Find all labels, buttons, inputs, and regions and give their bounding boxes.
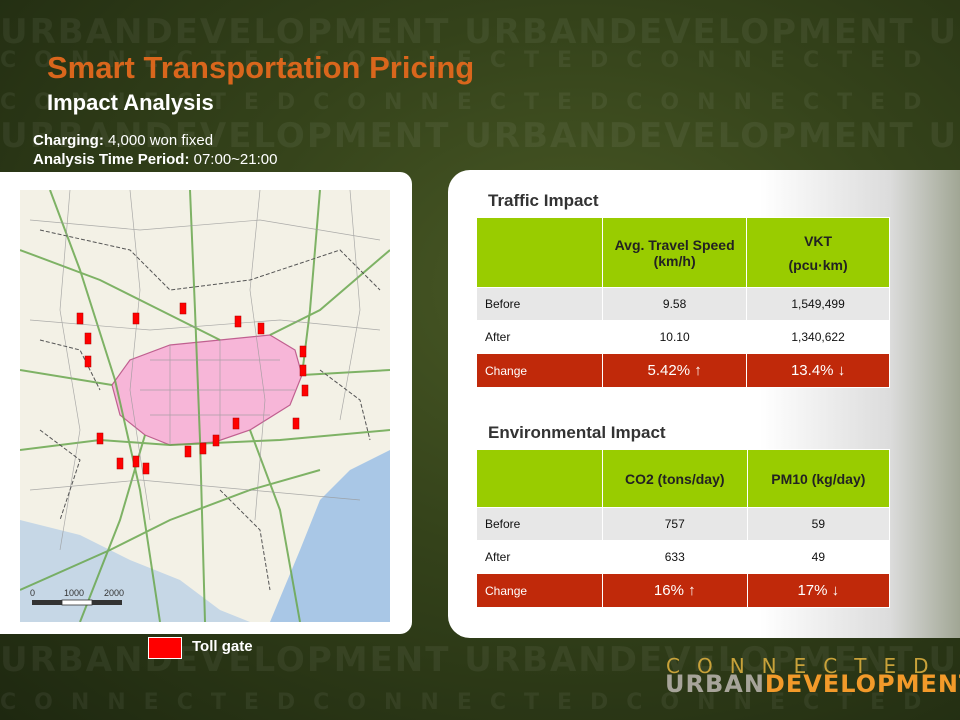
- row-label: After: [476, 540, 603, 574]
- charging-value: 4,000 won fixed: [103, 132, 214, 149]
- map-panel: 0 1000 2000: [0, 172, 412, 634]
- period-label: Analysis Time Period:: [33, 151, 190, 168]
- table-row: Before 757 59: [476, 507, 891, 541]
- row-label: Before: [475, 287, 604, 321]
- traffic-impact-title: Traffic Impact: [488, 191, 599, 210]
- environmental-impact-table: CO2 (tons/day) PM10 (kg/day) Before 757 …: [476, 449, 891, 608]
- traffic-impact-table: Avg. Travel Speed (km/h) VKT (pcu·km) Be…: [475, 217, 890, 388]
- logo-connected: CONNECTED: [666, 654, 946, 678]
- table-header: PM10 (kg/day): [746, 449, 891, 508]
- row-label: Change: [476, 573, 603, 608]
- table-header-blank: [475, 217, 604, 288]
- arrow-up-icon: ↑: [688, 582, 696, 599]
- table-row: After 10.10 1,340,622: [475, 320, 890, 354]
- vkt-header: VKT: [804, 232, 833, 249]
- change-value: 13.4%: [790, 362, 834, 379]
- logo-development: DEVELOPMENT: [764, 670, 960, 698]
- toll-gate-legend-swatch: [148, 637, 182, 659]
- table-cell: 59: [746, 507, 891, 541]
- charging-label: Charging:: [33, 132, 104, 149]
- table-cell: 10.10: [602, 320, 748, 354]
- table-cell: 5.42% ↑: [602, 353, 748, 388]
- toll-gate-legend-label: Toll gate: [192, 638, 253, 655]
- arrow-down-icon: ↓: [837, 362, 846, 379]
- scale-label: 2000: [104, 588, 124, 598]
- page-title: Smart Transportation Pricing: [47, 50, 475, 85]
- table-row: After 633 49: [476, 540, 891, 574]
- page-subtitle: Impact Analysis: [47, 90, 214, 115]
- arrow-down-icon: ↓: [831, 582, 840, 599]
- table-cell: 17% ↓: [746, 573, 891, 608]
- table-header: VKT (pcu·km): [746, 217, 890, 288]
- change-value: 5.42%: [647, 362, 691, 379]
- table-cell: 9.58: [602, 287, 748, 321]
- charging-info: Charging: 4,000 won fixed: [33, 132, 213, 149]
- table-cell: 757: [601, 507, 748, 541]
- scale-bar: 0 1000 2000: [30, 588, 124, 606]
- row-label: Before: [476, 507, 603, 541]
- table-cell: 49: [746, 540, 891, 574]
- speed-header: Avg. Travel Speed (km/h): [614, 236, 735, 269]
- background-watermark: URBANDEVELOPMENT URBANDEVELOPMENT URBAND…: [0, 12, 960, 52]
- pm10-header: PM10 (kg/day): [771, 470, 866, 487]
- period-info: Analysis Time Period: 07:00~21:00: [33, 151, 277, 168]
- arrow-up-icon: ↑: [694, 362, 702, 379]
- toll-gates: [76, 302, 309, 475]
- logo-urban: URBAN: [665, 670, 765, 698]
- change-value: 17%: [797, 582, 828, 599]
- vkt-unit: (pcu·km): [788, 256, 848, 273]
- logo-urban-development: URBANDEVELOPMENT: [665, 670, 960, 698]
- table-header-blank: [476, 449, 603, 508]
- table-cell: 13.4% ↓: [746, 353, 890, 388]
- co2-header: CO2 (tons/day): [624, 470, 725, 487]
- scale-label: 0: [30, 588, 35, 598]
- change-value: 16%: [653, 582, 684, 599]
- table-header: Avg. Travel Speed (km/h): [602, 217, 748, 288]
- table-cell: 1,340,622: [746, 320, 890, 354]
- table-cell: 633: [601, 540, 748, 574]
- table-cell: 1,549,499: [746, 287, 890, 321]
- change-row: Change 5.42% ↑ 13.4% ↓: [475, 353, 890, 388]
- table-header: CO2 (tons/day): [601, 449, 748, 508]
- table-cell: 16% ↑: [601, 573, 748, 608]
- change-row: Change 16% ↑ 17% ↓: [476, 573, 891, 608]
- row-label: After: [475, 320, 604, 354]
- table-row: Before 9.58 1,549,499: [475, 287, 890, 321]
- period-value: 07:00~21:00: [189, 151, 278, 168]
- environmental-impact-title: Environmental Impact: [488, 423, 666, 442]
- seoul-map: 0 1000 2000: [20, 190, 390, 622]
- scale-label: 1000: [64, 588, 84, 598]
- row-label: Change: [475, 353, 604, 388]
